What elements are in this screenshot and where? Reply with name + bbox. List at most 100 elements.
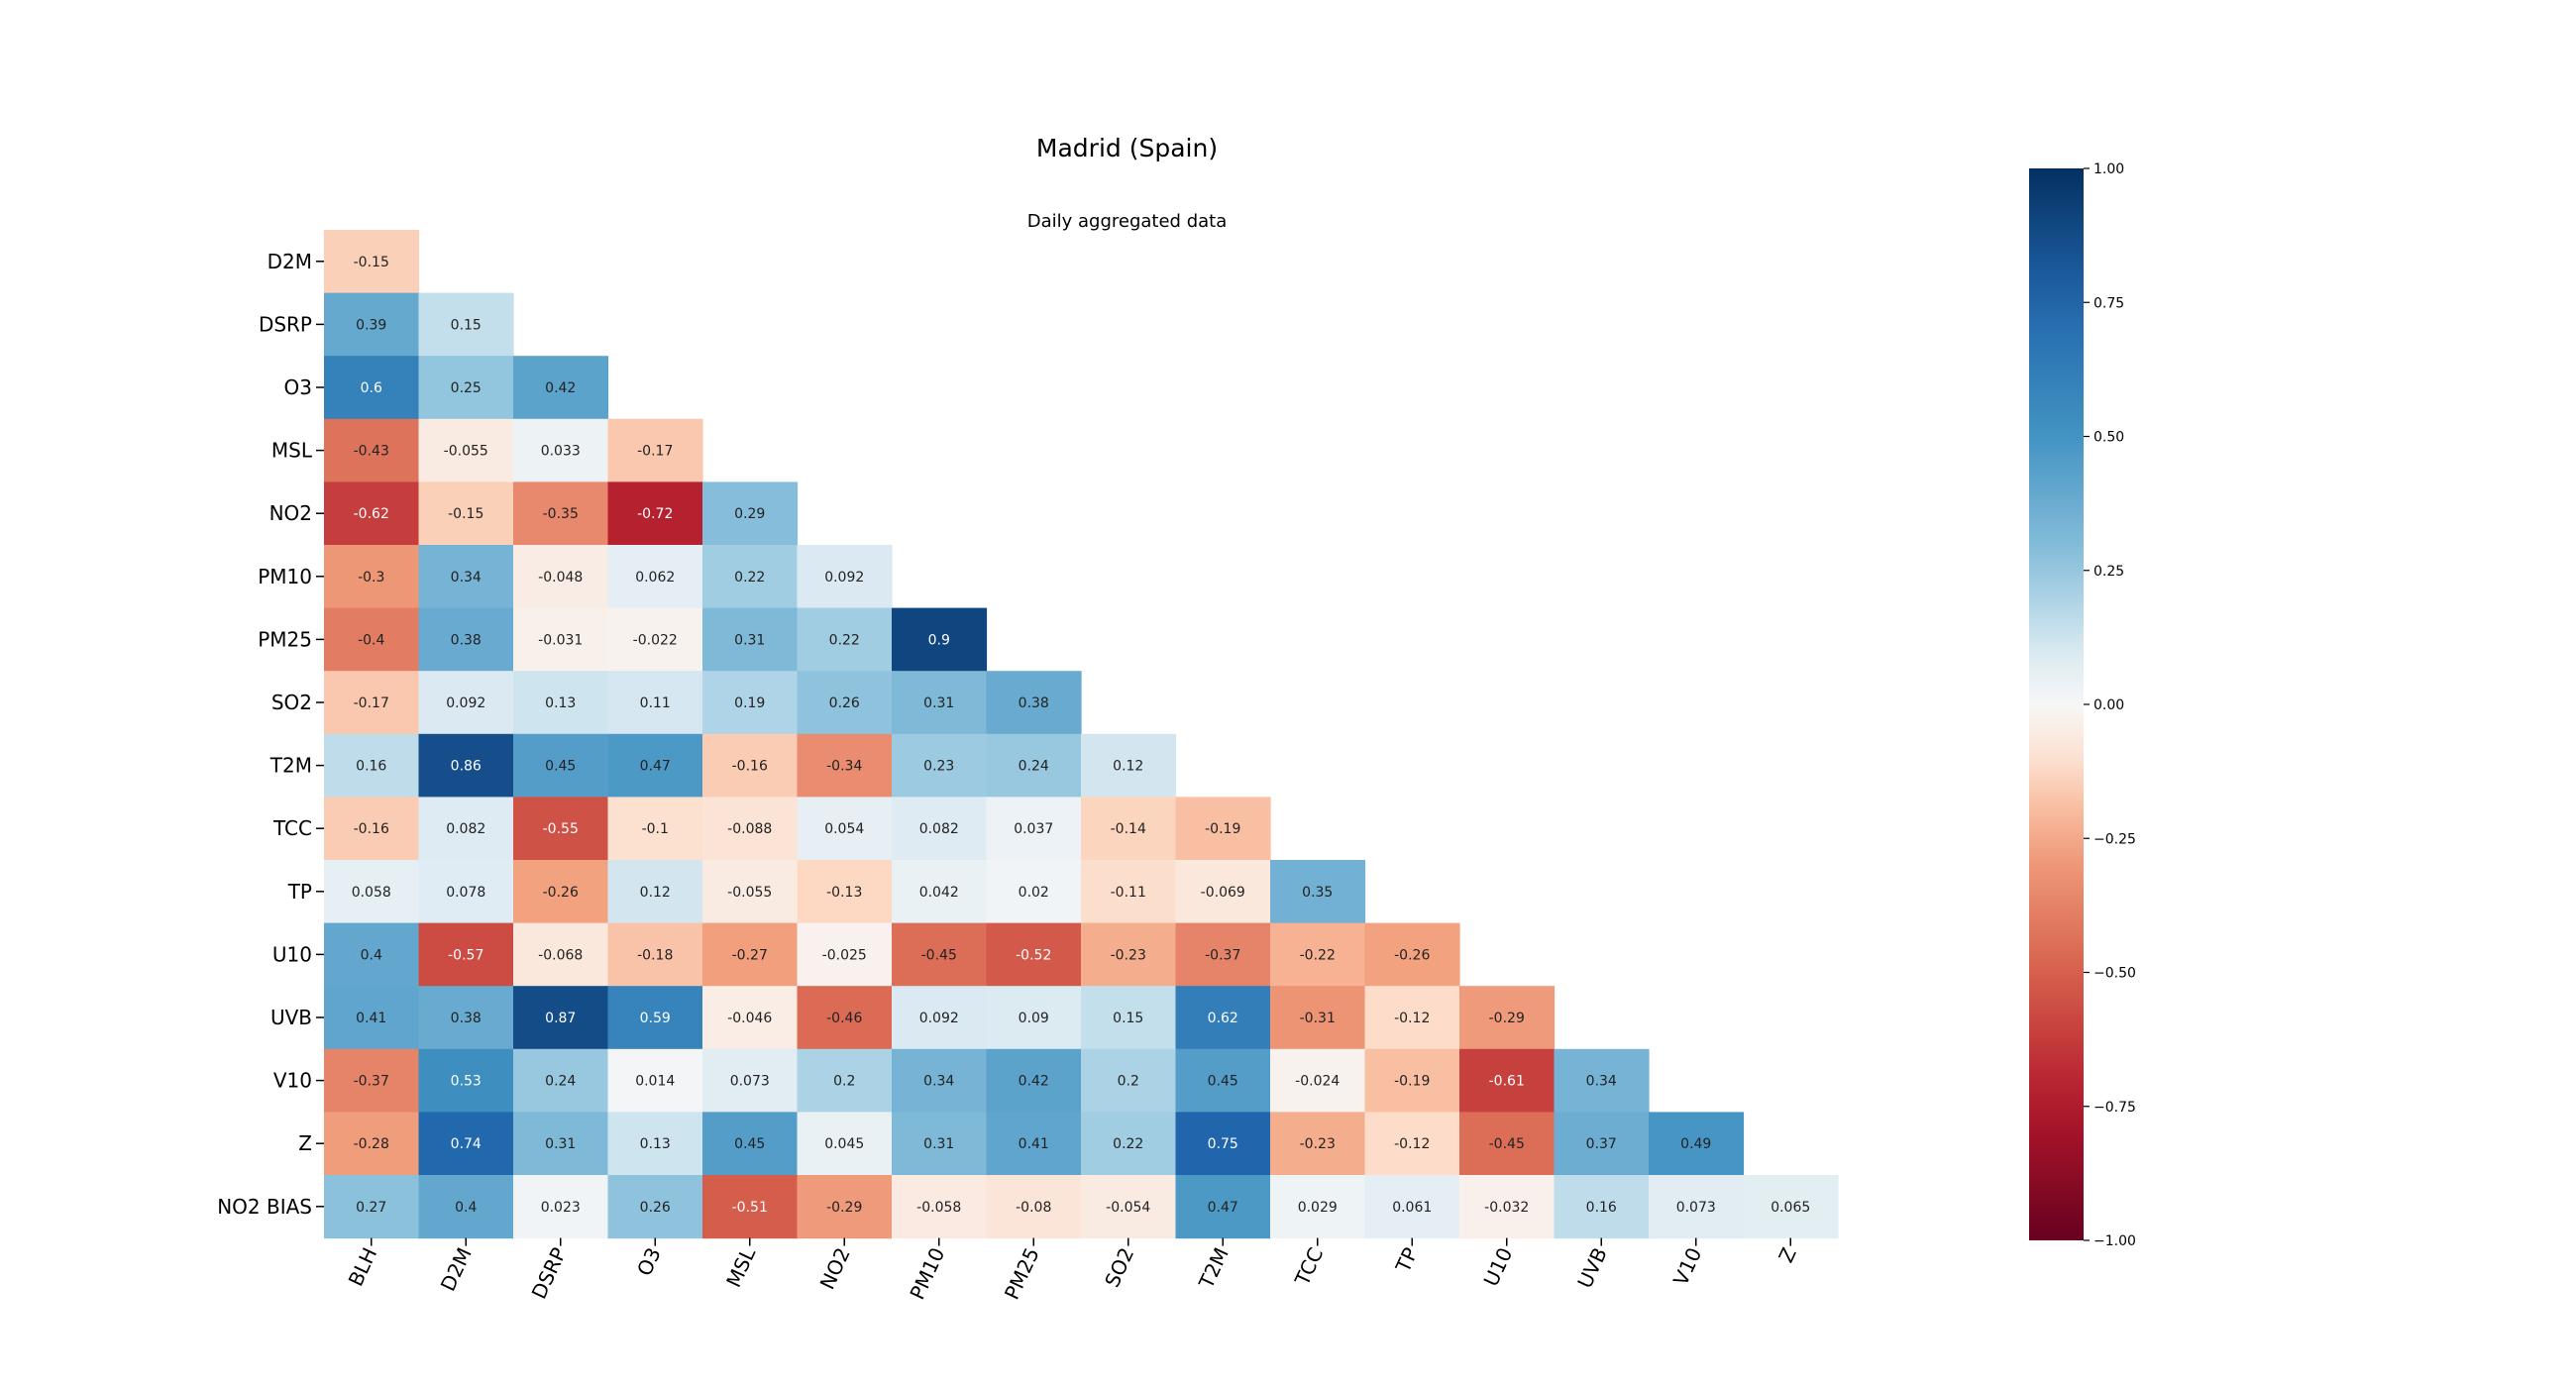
y-tick-label: D2M xyxy=(268,250,312,273)
heatmap-cell xyxy=(513,356,609,420)
heatmap-cell xyxy=(513,1175,609,1239)
heatmap-cell xyxy=(1081,860,1177,924)
colorbar-tick-label: 1.00 xyxy=(2093,161,2124,177)
heatmap-cell xyxy=(418,860,514,924)
heatmap-cell xyxy=(1364,1112,1460,1176)
cell-value-label: -0.18 xyxy=(637,947,673,963)
colorbar-tick-label: −0.50 xyxy=(2093,966,2136,982)
heatmap-cell xyxy=(1175,922,1271,987)
cell-value-label: 0.082 xyxy=(919,821,959,837)
heatmap-cell xyxy=(797,1175,893,1239)
heatmap-cell xyxy=(797,797,893,861)
heatmap-cell xyxy=(702,986,799,1050)
heatmap-cell xyxy=(513,733,609,798)
heatmap-cell xyxy=(986,733,1082,798)
heatmap-cell xyxy=(324,607,420,672)
cell-value-label: 0.12 xyxy=(640,885,671,901)
x-tick-label: Z xyxy=(1773,1244,1801,1267)
heatmap-cell xyxy=(513,797,609,861)
cell-value-label: 0.054 xyxy=(824,821,864,837)
heatmap-cell xyxy=(1364,922,1460,987)
heatmap-cell xyxy=(607,671,703,735)
cell-value-label: -0.12 xyxy=(1394,1011,1430,1026)
cell-value-label: -0.17 xyxy=(637,444,673,460)
heatmap-cell xyxy=(324,356,420,420)
cell-value-label: -0.11 xyxy=(1111,885,1146,901)
cell-value-label: 0.35 xyxy=(1302,885,1333,901)
x-tick-label: MSL xyxy=(721,1243,760,1291)
y-tick-label: NO2 xyxy=(269,501,312,525)
cell-value-label: 0.092 xyxy=(824,570,864,586)
heatmap-cell xyxy=(324,986,420,1050)
x-tick-label: PM10 xyxy=(905,1244,949,1304)
heatmap-cell xyxy=(702,1175,799,1239)
heatmap-cell xyxy=(513,607,609,672)
heatmap-cell xyxy=(607,607,703,672)
heatmap-cell xyxy=(892,607,988,672)
cell-value-label: -0.12 xyxy=(1394,1136,1430,1152)
cell-value-label: 0.037 xyxy=(1014,821,1053,837)
heatmap-cell xyxy=(418,1175,514,1239)
cell-value-label: 0.45 xyxy=(734,1136,765,1152)
heatmap-cell xyxy=(418,292,514,357)
heatmap-cells: -0.15 0.39 0.15 0.6 0.25 0.42 -0.43 -0.055 0.033… xyxy=(324,230,1839,1239)
cell-value-label: -0.025 xyxy=(822,947,867,963)
heatmap-cell xyxy=(513,1048,609,1113)
cell-value-label: 0.014 xyxy=(635,1074,675,1090)
cell-value-label: 0.2 xyxy=(1118,1074,1139,1090)
cell-value-label: -0.72 xyxy=(637,506,673,522)
y-tick-label: PM25 xyxy=(258,627,312,651)
heatmap-cell xyxy=(1554,1175,1650,1239)
cell-value-label: 0.34 xyxy=(1586,1074,1617,1090)
heatmap-cell xyxy=(418,797,514,861)
cell-value-label: 0.45 xyxy=(545,759,576,775)
heatmap-cell xyxy=(892,1112,988,1176)
heatmap-cell xyxy=(892,733,988,798)
cell-value-label: -0.024 xyxy=(1295,1074,1340,1090)
heatmap-cell xyxy=(797,922,893,987)
heatmap-cell xyxy=(986,986,1082,1050)
x-tick-label: V10 xyxy=(1668,1244,1706,1290)
cell-value-label: -0.088 xyxy=(727,821,772,837)
heatmap-cell xyxy=(418,418,514,482)
heatmap-cell xyxy=(1081,922,1177,987)
cell-value-label: 0.22 xyxy=(734,570,765,586)
cell-value-label: -0.61 xyxy=(1489,1074,1525,1090)
heatmap-cell xyxy=(892,1048,988,1113)
heatmap-cell xyxy=(418,481,514,546)
cell-value-label: -0.048 xyxy=(538,570,583,586)
cell-value-label: -0.032 xyxy=(1484,1200,1529,1216)
y-axis: D2M DSRP O3 MSL NO2 PM10 PM25 SO2 T2M TCC TP U10 UVB… xyxy=(217,250,324,1219)
heatmap-cell xyxy=(797,545,893,609)
heatmap-cell xyxy=(607,733,703,798)
cell-value-label: -0.31 xyxy=(1300,1011,1336,1026)
heatmap-cell xyxy=(324,733,420,798)
cell-value-label: 0.53 xyxy=(451,1074,482,1090)
heatmap-cell xyxy=(607,1175,703,1239)
colorbar-tick-label: 0.50 xyxy=(2093,430,2124,446)
cell-value-label: 0.29 xyxy=(734,506,765,522)
cell-value-label: 0.15 xyxy=(451,317,482,333)
heatmap-cell xyxy=(513,545,609,609)
cell-value-label: -0.23 xyxy=(1300,1136,1336,1152)
heatmap-cell xyxy=(986,922,1082,987)
cell-value-label: -0.34 xyxy=(826,759,862,775)
cell-value-label: -0.28 xyxy=(354,1136,389,1152)
cell-value-label: -0.23 xyxy=(1111,947,1146,963)
cell-value-label: 0.42 xyxy=(1019,1074,1049,1090)
heatmap-cell xyxy=(607,418,703,482)
heatmap-cell xyxy=(1743,1175,1839,1239)
heatmap-cell xyxy=(324,292,420,357)
heatmap-cell xyxy=(797,986,893,1050)
heatmap-cell xyxy=(986,1048,1082,1113)
heatmap-cell xyxy=(513,418,609,482)
x-tick-label: D2M xyxy=(436,1244,477,1295)
heatmap-cell xyxy=(892,860,988,924)
cell-value-label: 0.02 xyxy=(1019,885,1049,901)
heatmap-cell xyxy=(892,922,988,987)
heatmap-cell xyxy=(418,1048,514,1113)
heatmap-cell xyxy=(607,986,703,1050)
cell-value-label: -0.3 xyxy=(358,570,384,586)
heatmap-cell xyxy=(702,860,799,924)
cell-value-label: 0.49 xyxy=(1680,1136,1711,1152)
